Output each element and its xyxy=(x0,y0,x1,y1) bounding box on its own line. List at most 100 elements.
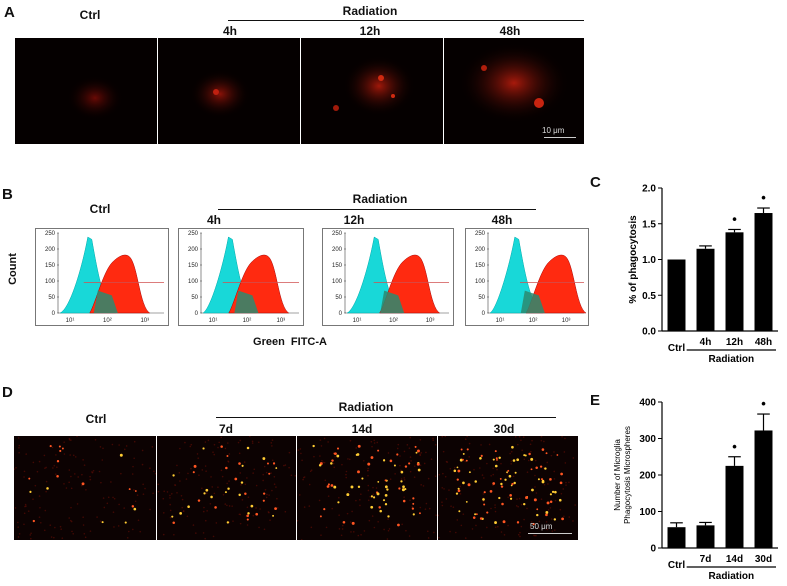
bar-14d xyxy=(725,465,744,548)
micrograph-d-7d xyxy=(157,436,296,540)
significance-marker: • xyxy=(732,211,737,226)
bar-ctrl xyxy=(667,259,686,331)
flow-x-tick: 10³ xyxy=(562,318,571,324)
radiation-group-label: Radiation xyxy=(709,354,755,365)
flow-x-tick: 10² xyxy=(103,318,112,324)
panel-b-y-axis-label: Count xyxy=(7,253,19,285)
flow-y-tick: 250 xyxy=(188,231,199,237)
micrograph-d-30d: 50 μm xyxy=(438,436,578,540)
significance-marker: • xyxy=(732,439,737,454)
flow-x-tick: 10¹ xyxy=(353,318,362,324)
flow-x-tick: 10¹ xyxy=(209,318,218,324)
flow-x-tick: 10² xyxy=(389,318,398,324)
flow-y-tick: 150 xyxy=(188,263,199,269)
panel-a-scale-label: 10 μm xyxy=(542,126,565,135)
flow-y-tick: 0 xyxy=(52,311,56,317)
flow-histogram-ctrl: 250 200 150 100 50 0 10¹ 10² 10³ xyxy=(35,228,169,326)
panel-a-scale-bar xyxy=(544,137,576,138)
flow-x-tick: 10² xyxy=(529,318,538,324)
flow-y-tick: 150 xyxy=(475,263,486,269)
micrograph-a-12h xyxy=(301,38,443,144)
micrograph-d-ctrl xyxy=(14,436,156,540)
y-axis-label: Phagocytosis Microspheres xyxy=(623,426,632,524)
panel-b-x-axis-label: Green FITC-A xyxy=(253,336,327,348)
panel-a-time-48h: 48h xyxy=(499,24,521,38)
flow-y-tick: 100 xyxy=(332,279,343,285)
flow-y-tick: 0 xyxy=(482,311,486,317)
flow-y-tick: 250 xyxy=(45,231,56,237)
panel-a-radiation-line xyxy=(228,20,584,21)
y-tick-label: 0 xyxy=(650,544,656,555)
micrograph-a-4h xyxy=(158,38,300,144)
panel-d-radiation-line xyxy=(216,417,556,418)
panel-d-time-7d: 7d xyxy=(218,422,233,436)
flow-y-tick: 0 xyxy=(195,311,199,317)
panel-c-label: C xyxy=(590,174,601,191)
treated-histogram xyxy=(525,254,587,314)
flow-y-tick: 50 xyxy=(191,295,198,301)
flow-y-tick: 50 xyxy=(478,295,485,301)
flow-x-tick: 10¹ xyxy=(66,318,75,324)
panel-b-time-12h: 12h xyxy=(343,213,365,227)
panel-d-ctrl-label: Ctrl xyxy=(85,412,107,426)
flow-y-tick: 250 xyxy=(332,231,343,237)
panel-b-label: B xyxy=(2,186,13,203)
panel-d-time-30d: 30d xyxy=(493,422,515,436)
flow-x-tick: 10³ xyxy=(426,318,435,324)
x-tick-label: 14d xyxy=(726,554,743,565)
flow-y-tick: 100 xyxy=(475,279,486,285)
panel-b-radiation-line xyxy=(218,209,536,210)
flow-x-tick: 10¹ xyxy=(496,318,505,324)
bar-12h xyxy=(725,232,744,331)
x-tick-label: 48h xyxy=(755,337,772,348)
radiation-group-label: Radiation xyxy=(709,571,755,582)
micrograph-a-48h: 10 μm xyxy=(444,38,584,144)
flow-y-tick: 200 xyxy=(332,247,343,253)
flow-y-tick: 200 xyxy=(188,247,199,253)
panel-b-time-4h: 4h xyxy=(206,213,221,227)
micrograph-a-ctrl xyxy=(15,38,157,144)
panel-a-ctrl-label: Ctrl xyxy=(79,8,101,22)
flow-histogram-48h: 250 200 150 100 50 0 10¹ 10² 10³ xyxy=(465,228,589,326)
panel-d-time-14d: 14d xyxy=(351,422,373,436)
bar-48h xyxy=(754,213,773,331)
flow-y-tick: 200 xyxy=(45,247,56,253)
micrograph-d-14d xyxy=(297,436,437,540)
panel-a-label: A xyxy=(4,4,15,21)
flow-y-tick: 150 xyxy=(332,263,343,269)
flow-y-tick: 50 xyxy=(335,295,342,301)
significance-marker: • xyxy=(761,396,766,411)
flow-y-tick: 150 xyxy=(45,263,56,269)
bar-30d xyxy=(754,430,773,548)
bar-chart-e: 0 100 200 300 400 Number of Microglia Phagocyt… xyxy=(613,396,778,582)
panel-b-time-48h: 48h xyxy=(491,213,513,227)
y-axis-label: Number of Microglia xyxy=(613,439,622,511)
panel-d-label: D xyxy=(2,384,13,401)
flow-y-tick: 100 xyxy=(45,279,56,285)
y-tick-label: 400 xyxy=(639,398,656,409)
panel-a-time-12h: 12h xyxy=(359,24,381,38)
panel-d-scale-label: 50 μm xyxy=(530,522,553,531)
bar-7d xyxy=(696,525,715,548)
x-tick-label: 12h xyxy=(726,337,743,348)
x-tick-label: Ctrl xyxy=(668,343,685,354)
y-tick-label: 0.5 xyxy=(642,291,656,302)
flow-x-tick: 10³ xyxy=(276,318,285,324)
panel-a-time-4h: 4h xyxy=(222,24,237,38)
flow-y-tick: 100 xyxy=(188,279,199,285)
panel-b-radiation-label: Radiation xyxy=(352,192,408,206)
y-tick-label: 0.0 xyxy=(642,327,656,338)
panel-b-ctrl-label: Ctrl xyxy=(89,202,111,216)
flow-histogram-4h: 250 200 150 100 50 0 10¹ 10² 10³ xyxy=(178,228,304,326)
x-tick-label: 7d xyxy=(700,554,712,565)
x-tick-label: Ctrl xyxy=(668,560,685,571)
flow-y-tick: 200 xyxy=(475,247,486,253)
significance-marker: • xyxy=(761,190,766,205)
y-tick-label: 1.0 xyxy=(642,255,656,266)
y-axis-label: % of phagocytosis xyxy=(628,215,639,304)
x-tick-label: 4h xyxy=(700,337,712,348)
y-tick-label: 1.5 xyxy=(642,219,656,230)
panel-d-scale-bar xyxy=(528,533,572,534)
flow-x-tick: 10³ xyxy=(140,318,149,324)
y-tick-label: 2.0 xyxy=(642,184,656,195)
